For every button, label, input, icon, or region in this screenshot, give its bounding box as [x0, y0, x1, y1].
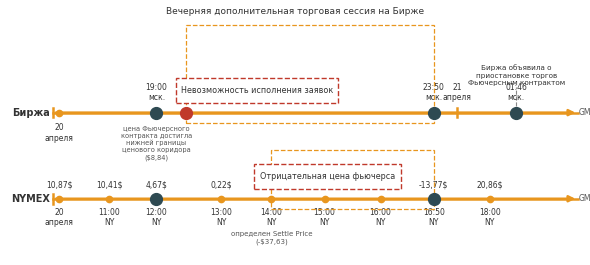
Text: 19:23
мск.: 19:23 мск.: [175, 83, 196, 102]
Text: GMT+3: GMT+3: [578, 108, 590, 117]
Text: 0,22$: 0,22$: [211, 180, 232, 189]
Text: 13:00
NY: 13:00 NY: [210, 208, 232, 227]
Text: 20,86$: 20,86$: [477, 180, 503, 189]
Text: 19:00
мск.: 19:00 мск.: [145, 83, 168, 102]
Text: 10,87$: 10,87$: [46, 180, 72, 189]
Text: Вечерняя дополнительная торговая сессия на Бирже: Вечерняя дополнительная торговая сессия …: [166, 7, 424, 16]
Text: -30,88$: -30,88$: [366, 180, 395, 189]
Text: цена Фьючерсного
контракта достигла
нижней границы
ценового коридора
($8,84): цена Фьючерсного контракта достигла нижн…: [121, 126, 192, 161]
Text: 21
апреля: 21 апреля: [443, 83, 471, 102]
Text: определен Settle Price
(-$37,63): определен Settle Price (-$37,63): [231, 231, 312, 245]
Text: 12:00
NY: 12:00 NY: [146, 208, 167, 227]
FancyBboxPatch shape: [176, 78, 337, 103]
Text: 10,41$: 10,41$: [96, 180, 122, 189]
Text: 16:00
NY: 16:00 NY: [369, 208, 392, 227]
Text: Невозможность исполнения заявок: Невозможность исполнения заявок: [181, 86, 333, 95]
Text: 4,67$: 4,67$: [145, 180, 168, 189]
Text: 23:50
мск.: 23:50 мск.: [422, 83, 445, 102]
Text: 01:46
мск.: 01:46 мск.: [505, 83, 527, 102]
Text: -30,49$: -30,49$: [310, 180, 339, 189]
Text: 15:00
NY: 15:00 NY: [313, 208, 336, 227]
Text: 20
апреля: 20 апреля: [45, 208, 73, 227]
Text: 18:00
NY: 18:00 NY: [479, 208, 500, 227]
Text: 11:00
NY: 11:00 NY: [99, 208, 120, 227]
Text: Биржа объявила о
приостановке торгов
Фьючерсным контрактом: Биржа объявила о приостановке торгов Фью…: [468, 64, 565, 86]
Text: NYMEX: NYMEX: [11, 194, 50, 204]
Text: -13,77$: -13,77$: [419, 180, 448, 189]
Text: Отрицательная цена фьючерса: Отрицательная цена фьючерса: [260, 172, 395, 181]
Text: 14:00
NY: 14:00 NY: [260, 208, 283, 227]
FancyBboxPatch shape: [254, 164, 401, 189]
Text: GMT-4: GMT-4: [578, 194, 590, 203]
Text: Биржа: Биржа: [12, 108, 50, 118]
Text: 16:50
NY: 16:50 NY: [422, 208, 445, 227]
Text: 20
апреля: 20 апреля: [45, 123, 73, 143]
